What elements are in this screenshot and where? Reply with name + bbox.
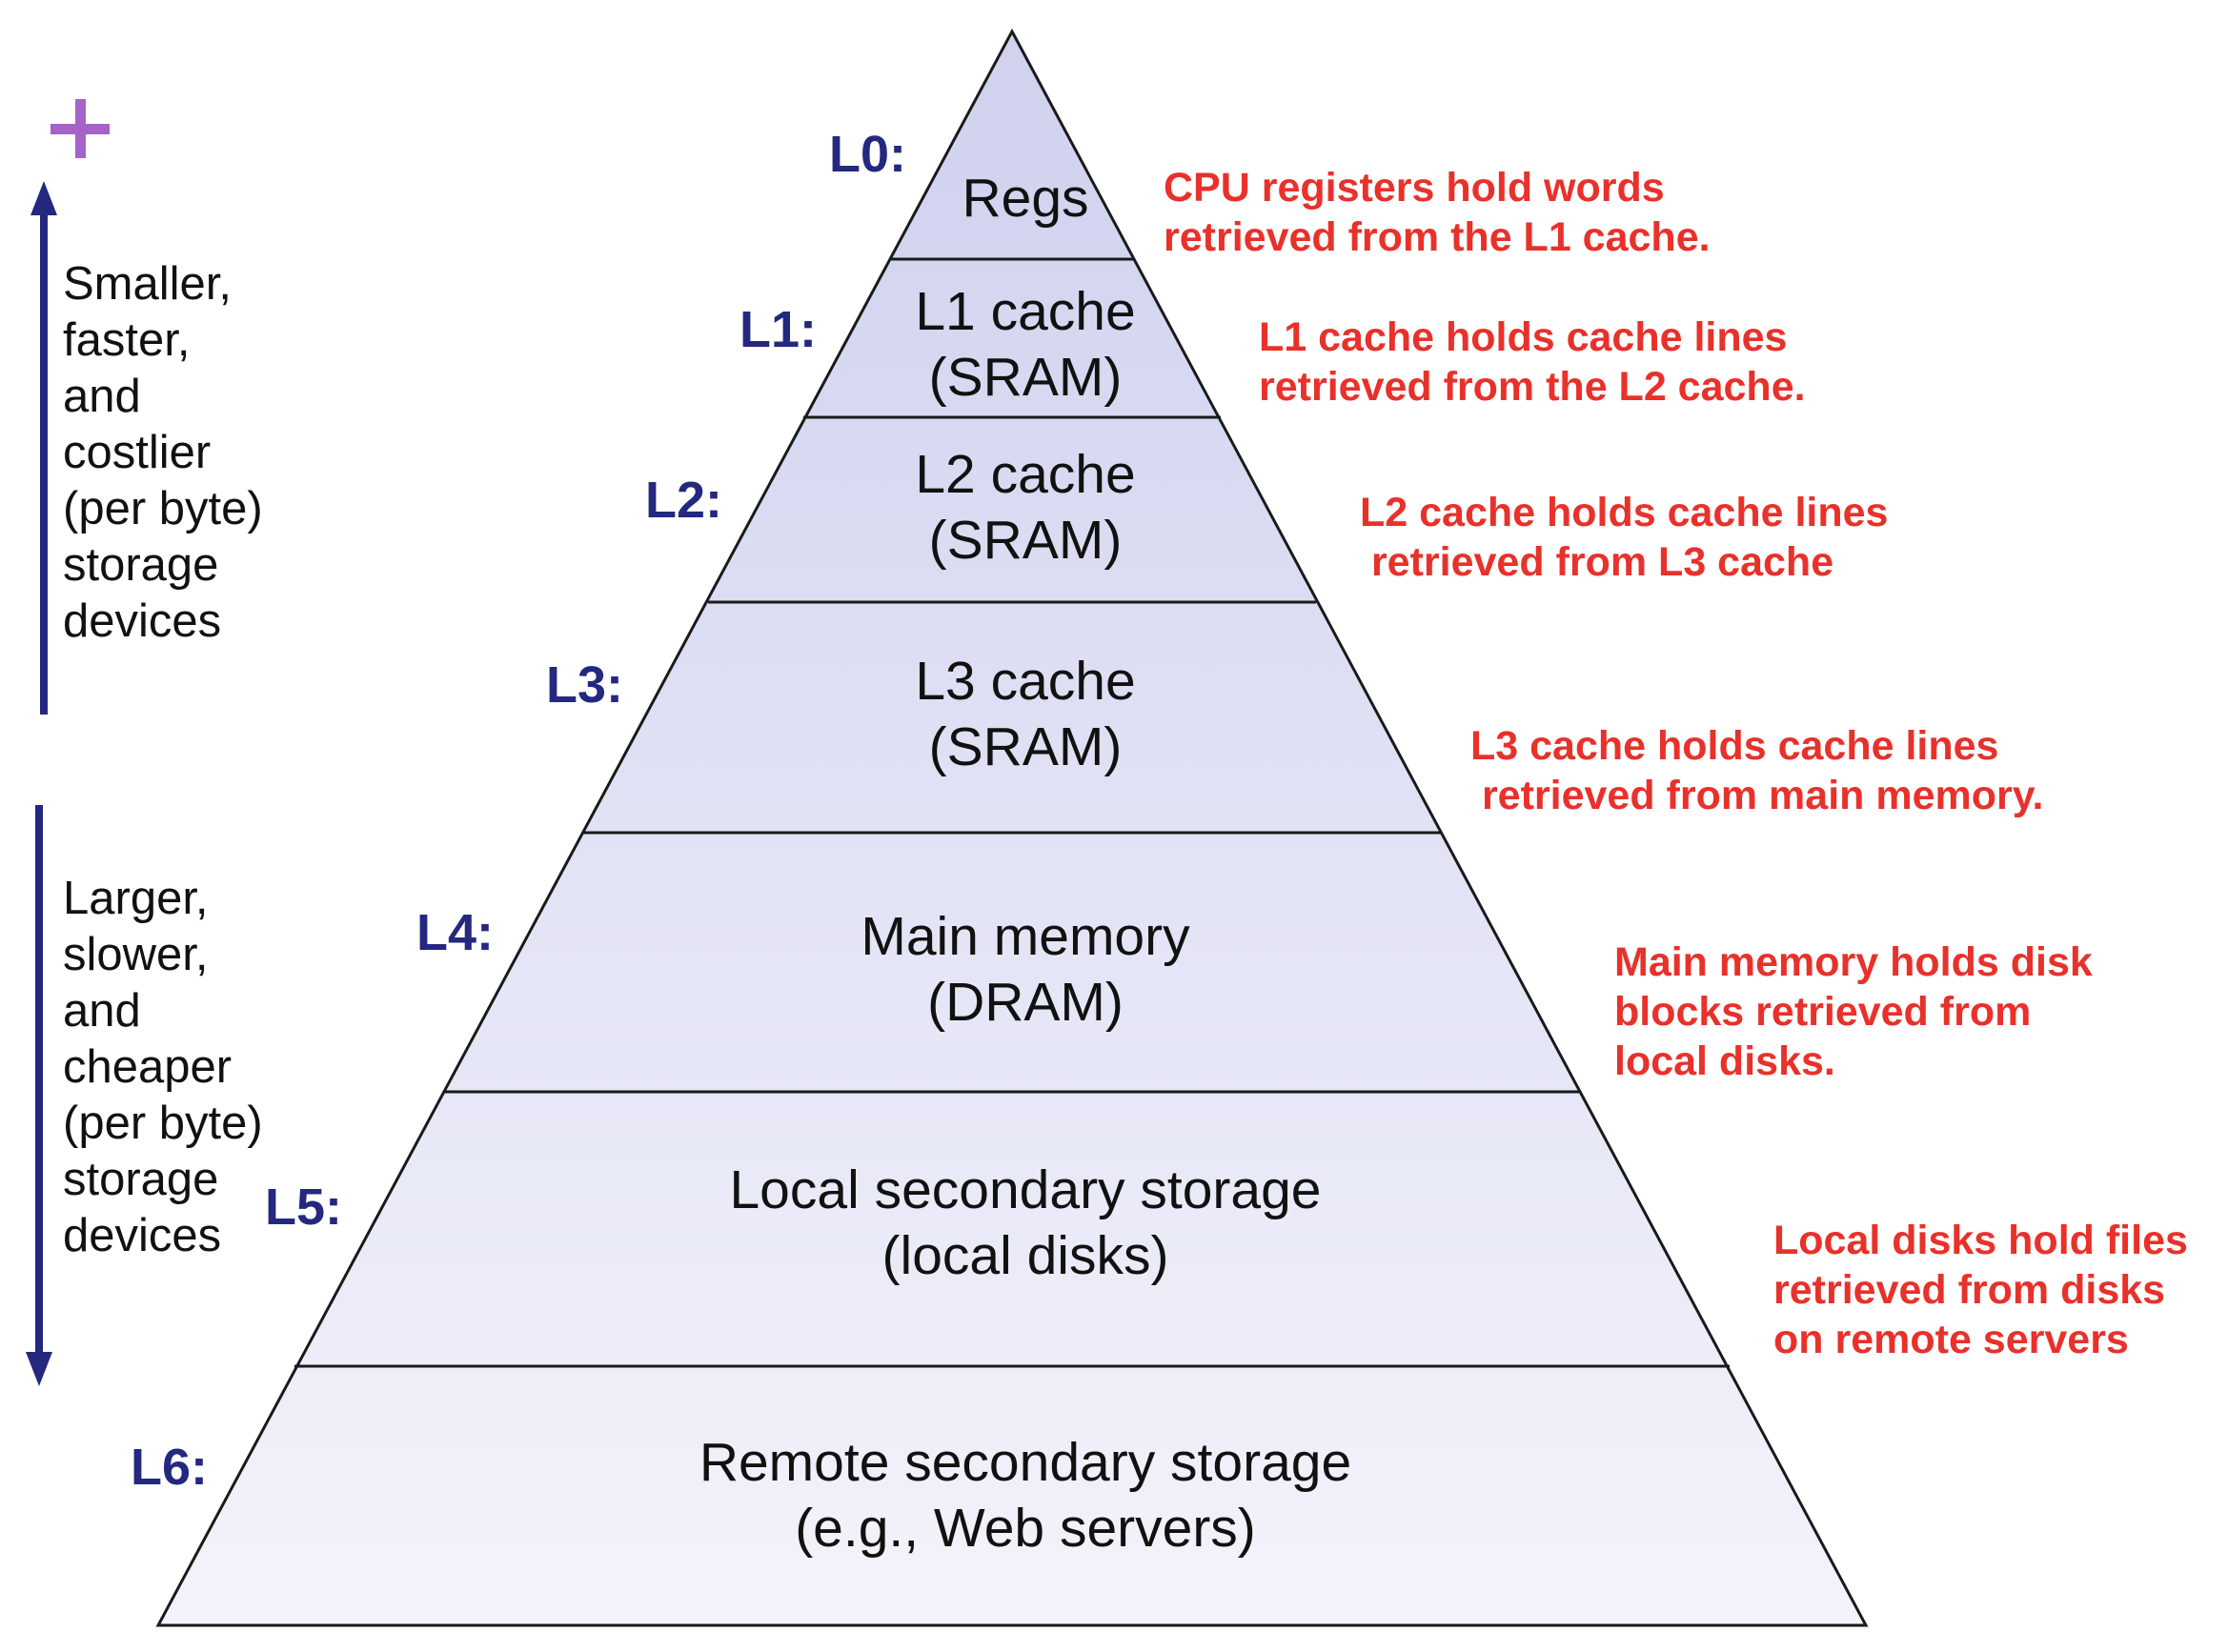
note-l4: Main memory holds disk blocks retrieved … bbox=[1614, 939, 2093, 1084]
level-label-l5: L5: bbox=[265, 1179, 342, 1236]
side-bottom-line: (per byte) bbox=[63, 1098, 263, 1149]
note-l3: L3 cache holds cache lines retrieved fro… bbox=[0, 0, 2077, 818]
level-label-l3: L3: bbox=[546, 656, 623, 714]
side-bottom-line: cheaper bbox=[63, 1041, 232, 1093]
note-l5: Local disks hold files retrieved from di… bbox=[1773, 1218, 2188, 1362]
level-name: Local secondary storage bbox=[729, 1159, 1321, 1220]
level-label-l1: L1: bbox=[739, 301, 817, 358]
note-line: CPU registers hold words bbox=[1164, 165, 1665, 211]
level-l1: L1 cache (SRAM) bbox=[915, 281, 1135, 408]
side-top-line: devices bbox=[63, 595, 221, 647]
level-tech: (e.g., Web servers) bbox=[795, 1498, 1256, 1559]
side-bottom-line: slower, bbox=[63, 929, 209, 980]
side-top-line: (per byte) bbox=[63, 483, 263, 534]
side-bottom-line: and bbox=[63, 985, 141, 1037]
side-top-line: costlier bbox=[63, 427, 211, 478]
level-name: L2 cache bbox=[915, 444, 1135, 505]
note-line: retrieved from main memory. bbox=[1470, 773, 2043, 818]
plus-icon bbox=[51, 99, 110, 158]
level-label-l0: L0: bbox=[829, 126, 906, 183]
side-bottom-line: Larger, bbox=[63, 873, 209, 924]
note-line: Main memory holds disk bbox=[1614, 939, 2093, 985]
level-tech: (DRAM) bbox=[927, 972, 1124, 1033]
level-name: L3 cache bbox=[915, 651, 1135, 712]
side-top-line: Smaller, bbox=[63, 258, 232, 310]
up-arrow-icon bbox=[30, 181, 57, 715]
side-bottom-line: storage bbox=[63, 1154, 218, 1205]
note-line: on remote servers bbox=[1773, 1317, 2129, 1362]
side-text-bottom: Larger, slower, and cheaper (per byte) s… bbox=[63, 873, 275, 1261]
level-name: Regs bbox=[962, 168, 1088, 229]
level-name: L1 cache bbox=[915, 281, 1135, 342]
level-l3: L3 cache (SRAM) bbox=[915, 651, 1135, 777]
note-line: blocks retrieved from bbox=[1614, 989, 2031, 1035]
level-name: Main memory bbox=[861, 906, 1190, 967]
level-tech: (SRAM) bbox=[929, 347, 1123, 408]
note-line: L3 cache holds cache lines bbox=[1470, 723, 1998, 769]
note-l0: CPU registers hold words retrieved from … bbox=[0, 0, 1744, 260]
note-line: local disks. bbox=[1614, 1038, 1835, 1084]
note-l2: L2 cache holds cache lines retrieved fro… bbox=[0, 0, 1945, 585]
down-arrow-icon bbox=[26, 805, 52, 1386]
level-label-l6: L6: bbox=[131, 1439, 208, 1496]
side-top-line: storage bbox=[63, 539, 218, 591]
level-l5: Local secondary storage (local disks) bbox=[729, 1159, 1321, 1286]
side-top-line: faster, bbox=[63, 314, 190, 366]
level-l0: Regs bbox=[962, 168, 1088, 229]
side-bottom-line: devices bbox=[63, 1210, 221, 1261]
level-label-l2: L2: bbox=[645, 472, 722, 529]
note-line: retrieved from L3 cache bbox=[1360, 539, 1833, 585]
note-line: Local disks hold files bbox=[1773, 1218, 2188, 1263]
side-text-top: Smaller, faster, and costlier (per byte)… bbox=[63, 258, 275, 647]
note-line: retrieved from the L2 cache. bbox=[1259, 364, 1806, 410]
note-l1: L1 cache holds cache lines retrieved fro… bbox=[0, 0, 1844, 410]
note-line: retrieved from the L1 cache. bbox=[1164, 214, 1711, 260]
level-l4: Main memory (DRAM) bbox=[861, 906, 1190, 1033]
note-line: retrieved from disks bbox=[1773, 1267, 2165, 1313]
level-tech: (SRAM) bbox=[929, 716, 1123, 777]
level-label-l4: L4: bbox=[416, 904, 494, 961]
pyramid-shape bbox=[155, 28, 1869, 1627]
level-l6: Remote secondary storage (e.g., Web serv… bbox=[699, 1432, 1351, 1559]
note-line: L1 cache holds cache lines bbox=[1259, 314, 1787, 360]
pyramid-dividers bbox=[294, 257, 1730, 1368]
level-tech: (local disks) bbox=[882, 1225, 1169, 1286]
level-l2: L2 cache (SRAM) bbox=[915, 444, 1135, 571]
side-top-line: and bbox=[63, 371, 141, 422]
note-line: L2 cache holds cache lines bbox=[1360, 490, 1888, 535]
level-tech: (SRAM) bbox=[929, 510, 1123, 571]
level-name: Remote secondary storage bbox=[699, 1432, 1351, 1493]
